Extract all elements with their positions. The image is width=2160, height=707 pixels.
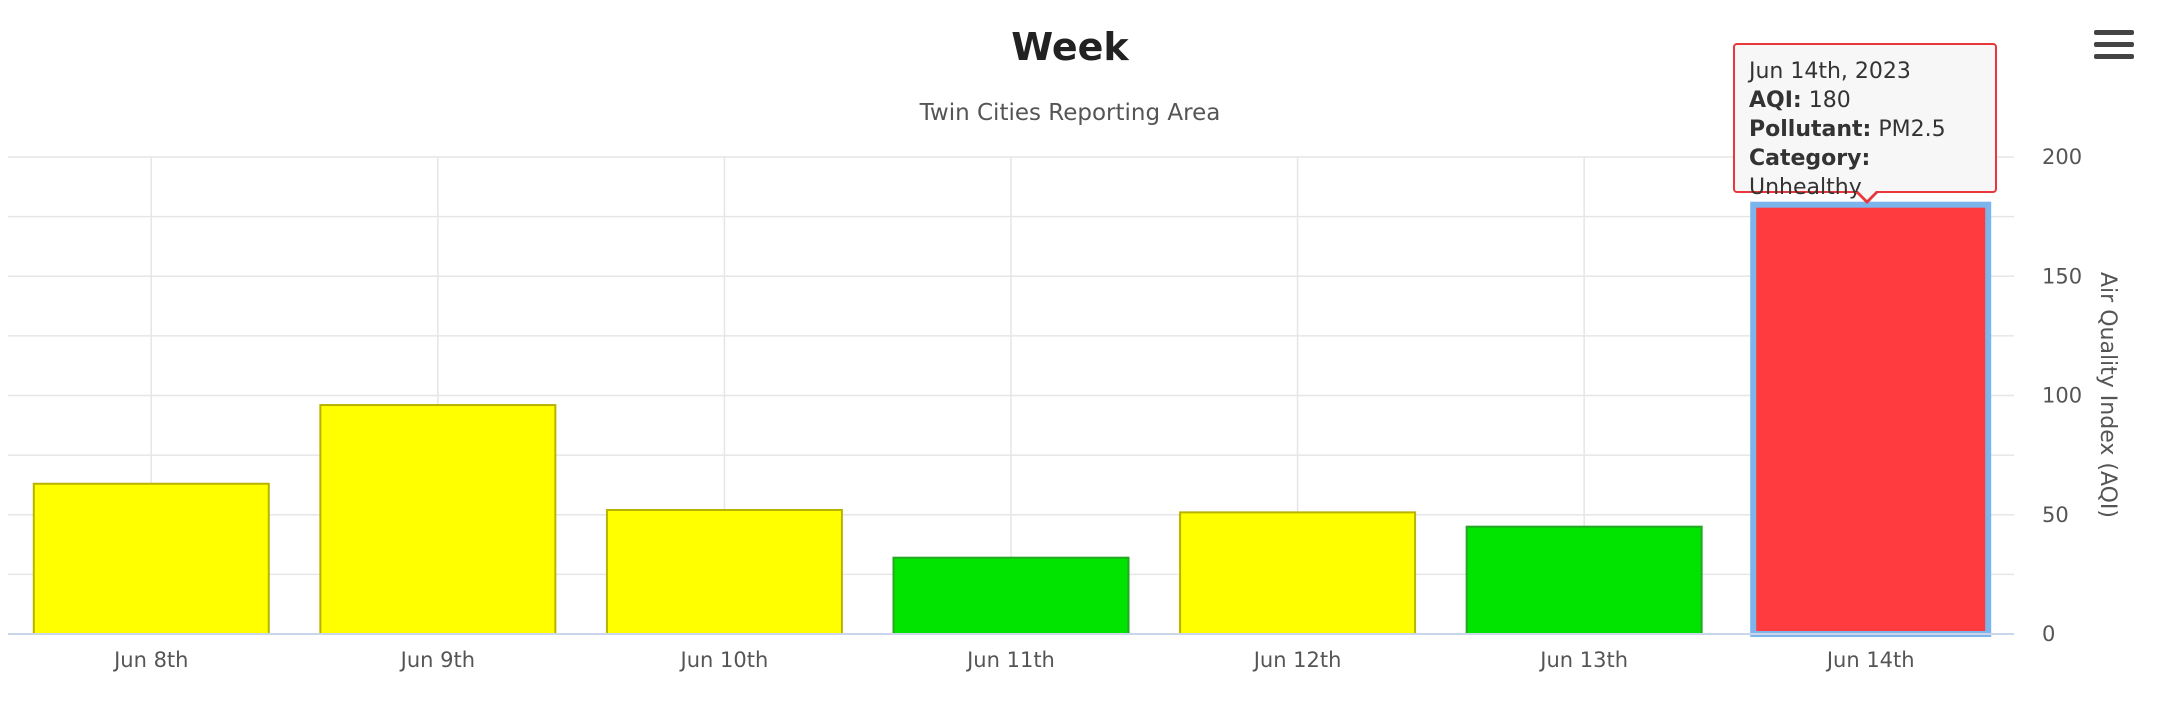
tooltip-date: Jun 14th, 2023 bbox=[1749, 59, 1911, 84]
tooltip-aqi-value: 180 bbox=[1808, 88, 1851, 113]
tooltip-aqi-label: AQI: bbox=[1749, 88, 1802, 113]
tooltip-aqi-row: AQI: 180 bbox=[1749, 86, 1981, 115]
tooltip-pollutant-label: Pollutant: bbox=[1749, 117, 1872, 142]
x-tick-label: Jun 12th bbox=[1252, 648, 1342, 672]
bar-jun-11th[interactable] bbox=[892, 556, 1130, 635]
x-tick-label: Jun 9th bbox=[399, 648, 475, 672]
y-axis: 0 50 100 150 200 bbox=[2042, 145, 2082, 646]
tooltip-pollutant-value: PM2.5 bbox=[1878, 117, 1946, 142]
bar-jun-9th[interactable] bbox=[319, 404, 557, 636]
bar-jun-14th[interactable] bbox=[1750, 201, 1992, 637]
tooltip-category-row: Category: Unhealthy bbox=[1749, 144, 1981, 202]
tooltip-category-value: Unhealthy bbox=[1749, 175, 1862, 200]
bar-tooltip: Jun 14th, 2023 AQI: 180 Pollutant: PM2.5… bbox=[1733, 43, 1997, 204]
bars bbox=[32, 201, 1992, 637]
bar-jun-13th[interactable] bbox=[1465, 525, 1703, 635]
y-axis-title: Air Quality Index (AQI) bbox=[2095, 272, 2120, 518]
y-tick-label: 50 bbox=[2042, 503, 2069, 527]
x-tick-label: Jun 10th bbox=[679, 648, 769, 672]
x-tick-label: Jun 11th bbox=[965, 648, 1055, 672]
bar-jun-12th[interactable] bbox=[1179, 511, 1417, 635]
tooltip-pollutant-row: Pollutant: PM2.5 bbox=[1749, 115, 1981, 144]
grid-lines bbox=[8, 156, 2014, 634]
tooltip-category-label: Category: bbox=[1749, 146, 1871, 171]
hamburger-menu-icon[interactable] bbox=[2094, 30, 2134, 66]
y-tick-label: 0 bbox=[2042, 622, 2055, 646]
bar-jun-10th[interactable] bbox=[605, 508, 843, 636]
chart-title: Week bbox=[1011, 25, 1129, 69]
tooltip-pointer bbox=[1855, 190, 1879, 204]
y-tick-label: 200 bbox=[2042, 145, 2082, 169]
x-tick-label: Jun 13th bbox=[1538, 648, 1628, 672]
x-axis: Jun 8th Jun 9th Jun 10th Jun 11th Jun 12th Ju… bbox=[8, 633, 2014, 672]
y-tick-label: 150 bbox=[2042, 264, 2082, 288]
chart-subtitle: Twin Cities Reporting Area bbox=[919, 100, 1221, 126]
y-tick-label: 100 bbox=[2042, 384, 2082, 408]
x-tick-label: Jun 8th bbox=[112, 648, 188, 672]
x-tick-label: Jun 14th bbox=[1825, 648, 1915, 672]
bar-jun-8th[interactable] bbox=[32, 482, 270, 635]
